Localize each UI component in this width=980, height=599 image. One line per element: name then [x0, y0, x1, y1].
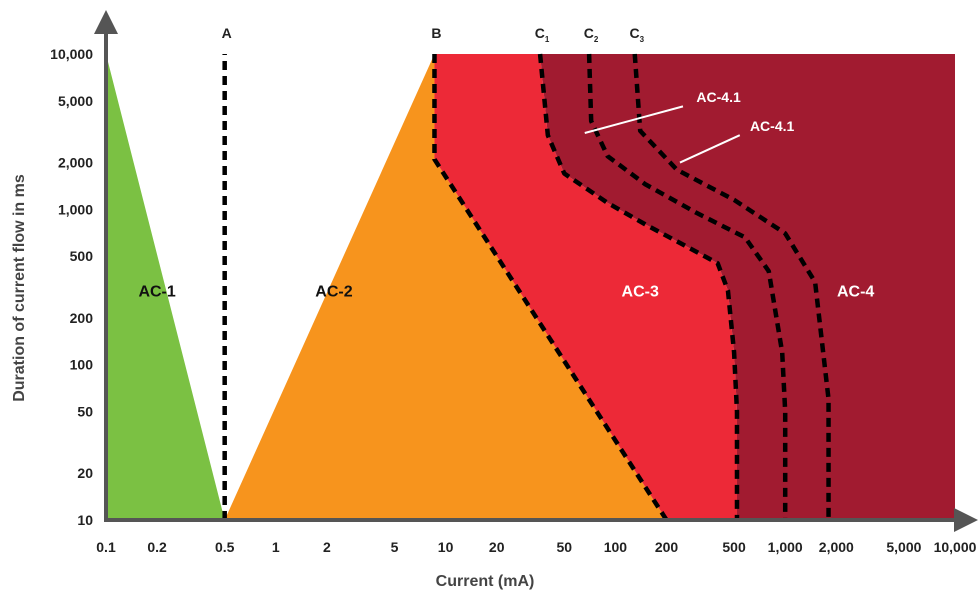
curve-c3	[632, 53, 831, 520]
zone-ac-3	[434, 54, 737, 520]
y-axis-title: Duration of current flow in ms	[11, 174, 28, 402]
x-tick-label: 5,000	[886, 539, 921, 555]
axes	[94, 10, 978, 532]
annotation-leader	[584, 105, 684, 134]
x-tick-labels: 0.1 0.2 0.5 1 2 5 10 20 50 100 200 500 1,000 2,000 5,0…	[96, 539, 976, 555]
y-tick-label: 1,000	[58, 201, 93, 217]
y-tick-label: 5,000	[58, 93, 93, 109]
x-axis-title: Current (mA)	[436, 573, 535, 590]
x-tick-label: 10,000	[934, 539, 977, 555]
y-tick-label: 2,000	[58, 155, 93, 171]
zone-label: AC-1	[138, 284, 175, 301]
zone-labels: AC-1 AC-2 AC-3 AC-4	[138, 284, 874, 301]
x-tick-label: 2	[323, 539, 331, 555]
annotation-label: AC-4.1	[696, 89, 741, 105]
annotation-leader	[679, 134, 741, 164]
zone-label: AC-3	[622, 284, 659, 301]
y-tick-label: 200	[70, 310, 94, 326]
x-tick-label: 0.5	[215, 539, 235, 555]
x-tick-label: 1,000	[768, 539, 803, 555]
x-tick-label: 500	[722, 539, 746, 555]
x-tick-label: 200	[655, 539, 679, 555]
x-tick-label: 0.2	[147, 539, 167, 555]
y-tick-label: 10	[77, 512, 93, 528]
x-tick-label: 10	[438, 539, 454, 555]
threshold-curves	[222, 53, 831, 522]
x-tick-label: 100	[604, 539, 628, 555]
x-tick-label: 2,000	[819, 539, 854, 555]
curve-label: C3	[629, 25, 644, 44]
x-tick-label: 5	[391, 539, 399, 555]
annotations: AC-4.1 AC-4.1	[584, 89, 795, 164]
y-tick-label: 100	[70, 357, 94, 373]
x-tick-label: 20	[489, 539, 505, 555]
zone-areas	[106, 54, 955, 520]
x-tick-label: 0.1	[96, 539, 116, 555]
zone-ac-1	[106, 54, 225, 520]
zone-label: AC-2	[315, 284, 352, 301]
curve-b	[432, 54, 669, 522]
zone-ac-2	[224, 54, 667, 520]
x-tick-label: 50	[556, 539, 572, 555]
y-tick-label: 50	[77, 403, 93, 419]
curve-labels: A B C1 C2 C3	[222, 25, 645, 44]
y-tick-label: 10,000	[50, 46, 93, 62]
y-tick-label: 20	[77, 465, 93, 481]
zone-ac-4	[540, 54, 955, 520]
y-tick-label: 500	[70, 248, 94, 264]
zone-label: AC-4	[837, 284, 874, 301]
curve-label: C2	[584, 25, 599, 44]
x-tick-label: 1	[272, 539, 280, 555]
curve-label: C1	[535, 25, 550, 44]
curve-label: B	[431, 25, 441, 41]
curve-c1	[537, 53, 740, 520]
y-tick-labels: 10 20 50 100 200 500 1,000 2,000 5,000 10,000	[50, 46, 93, 528]
annotation-label: AC-4.1	[750, 118, 795, 134]
curve-label: A	[222, 25, 232, 41]
